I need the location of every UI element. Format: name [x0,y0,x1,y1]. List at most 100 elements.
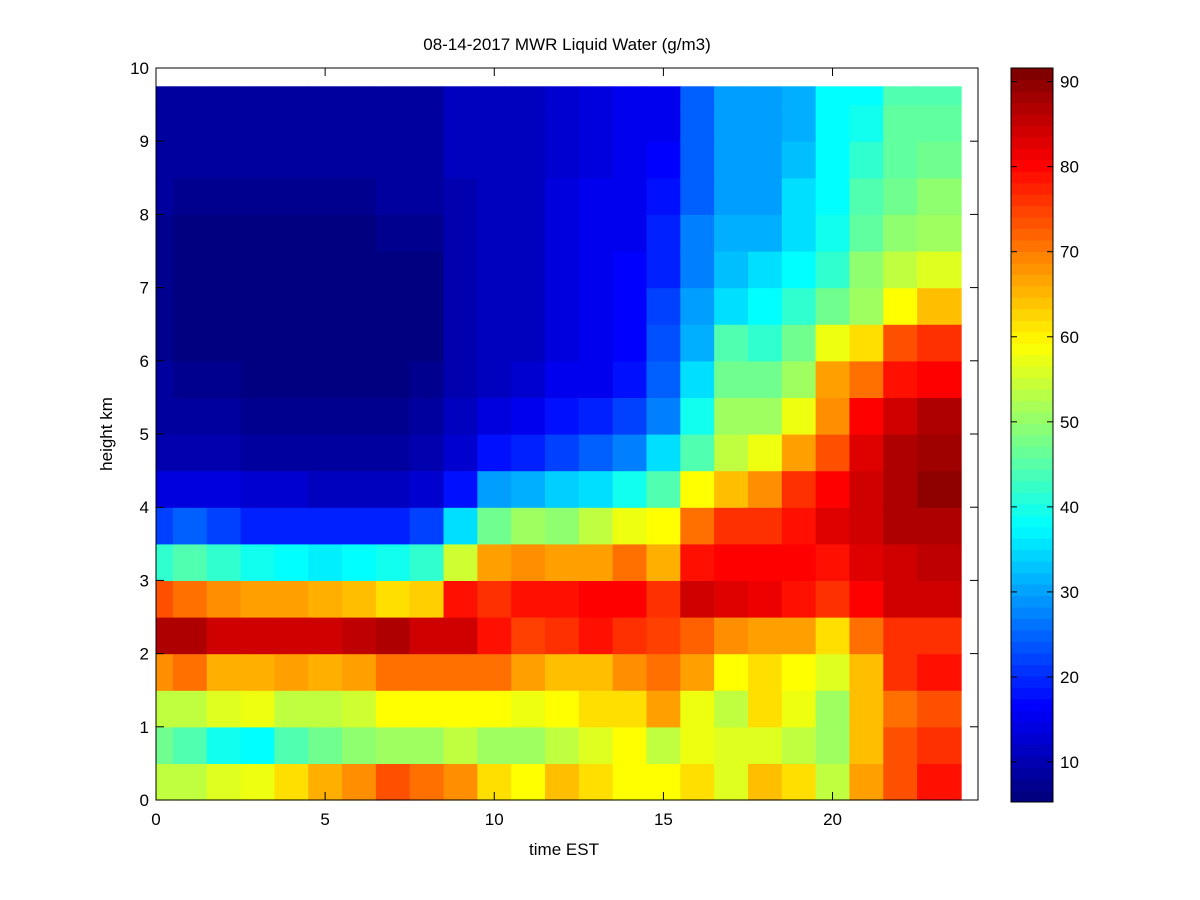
heatmap-cell [443,251,478,289]
heatmap-cell [578,86,614,106]
y-axis-label: height km [97,397,116,471]
colorbar-band [1011,113,1053,126]
heatmap-cell [917,287,962,325]
colorbar-band [1011,354,1053,367]
heatmap-cell [680,360,715,398]
heatmap-cell [409,653,445,691]
heatmap-cell [815,104,851,142]
heatmap-cell [375,763,411,801]
heatmap-cell [156,360,174,398]
heatmap-cell [274,141,309,179]
colorbar-band [1011,102,1053,115]
heatmap-cell [883,653,918,691]
heatmap-cell [342,141,377,179]
heatmap-cell [375,397,411,435]
heatmap-cell [646,214,681,252]
colorbar-band [1011,733,1053,746]
heatmap-cell [240,214,275,252]
heatmap-cell [443,763,478,801]
colorbar-band [1011,297,1053,310]
heatmap-cell [917,726,962,764]
colorbar-tick-label: 40 [1060,498,1079,517]
heatmap-cell [781,86,817,106]
colorbar-band [1011,572,1053,585]
colorbar-tick-label: 30 [1060,583,1079,602]
heatmap-cell [714,324,749,362]
heatmap-cell [443,214,478,252]
heatmap-cell [747,763,783,801]
colorbar-band [1011,664,1053,677]
colorbar-band [1011,515,1053,528]
heatmap-cell [849,177,884,215]
heatmap-cell [646,86,681,106]
heatmap-cell [849,470,884,508]
heatmap-cell [477,287,512,325]
heatmap-cell [172,507,208,545]
colorbar-band [1011,652,1053,665]
colorbar-band [1011,595,1053,608]
colorbar-tick-label: 20 [1060,668,1079,687]
heatmap-cell [511,617,546,655]
heatmap-cell [646,726,681,764]
heatmap-cell [714,690,749,728]
heatmap-cell [511,360,546,398]
heatmap-cell [375,580,411,618]
heatmap-cell [917,470,962,508]
heatmap-cell [375,86,411,106]
heatmap-cell [206,690,242,728]
heatmap-cell [511,177,546,215]
heatmap-cell [156,141,174,179]
heatmap-cell [443,653,478,691]
heatmap-cell [680,141,715,179]
heatmap-cell [240,324,275,362]
heatmap-cell [883,726,918,764]
heatmap-cell [409,86,445,106]
colorbar-band [1011,274,1053,287]
colorbar-band [1011,435,1053,447]
heatmap-cell [714,141,749,179]
x-tick-label: 20 [823,810,842,829]
heatmap-cell [342,434,377,472]
heatmap-cell [646,104,681,142]
colorbar-band [1011,698,1053,711]
heatmap-cell [156,86,174,106]
heatmap-cell [646,653,681,691]
heatmap-cell [781,763,817,801]
heatmap-cell [781,434,817,472]
heatmap-cell [578,763,614,801]
colorbar-band [1011,721,1053,734]
heatmap-cell [680,251,715,289]
heatmap-cell [511,214,546,252]
colorbar-band [1011,412,1053,425]
heatmap-cell [206,470,242,508]
heatmap-cell [274,617,309,655]
heatmap-cell [849,580,884,618]
heatmap-cell [849,141,884,179]
heatmap-cell [274,580,309,618]
heatmap-cell [409,543,445,581]
heatmap-cell [578,214,614,252]
heatmap-cell [274,360,309,398]
colorbar-band [1011,377,1053,390]
heatmap-cell [274,287,309,325]
heatmap-cell [156,580,174,618]
y-tick-label: 0 [140,791,149,810]
heatmap-cell [409,726,445,764]
colorbar-band [1011,618,1053,631]
heatmap-cell [375,653,411,691]
heatmap-cell [206,287,242,325]
heatmap-cell [240,434,275,472]
heatmap-cell [680,434,715,472]
colorbar-band [1011,457,1053,470]
heatmap-cell [477,726,512,764]
heatmap-cell [578,690,614,728]
heatmap-cell [443,470,478,508]
heatmap-cell [747,726,783,764]
heatmap-cell [781,177,817,215]
heatmap-cell [342,470,377,508]
heatmap-cell [612,726,648,764]
heatmap-cell [206,763,242,801]
heatmap-cell [815,214,851,252]
heatmap-cell [511,507,546,545]
heatmap-cell [612,177,648,215]
